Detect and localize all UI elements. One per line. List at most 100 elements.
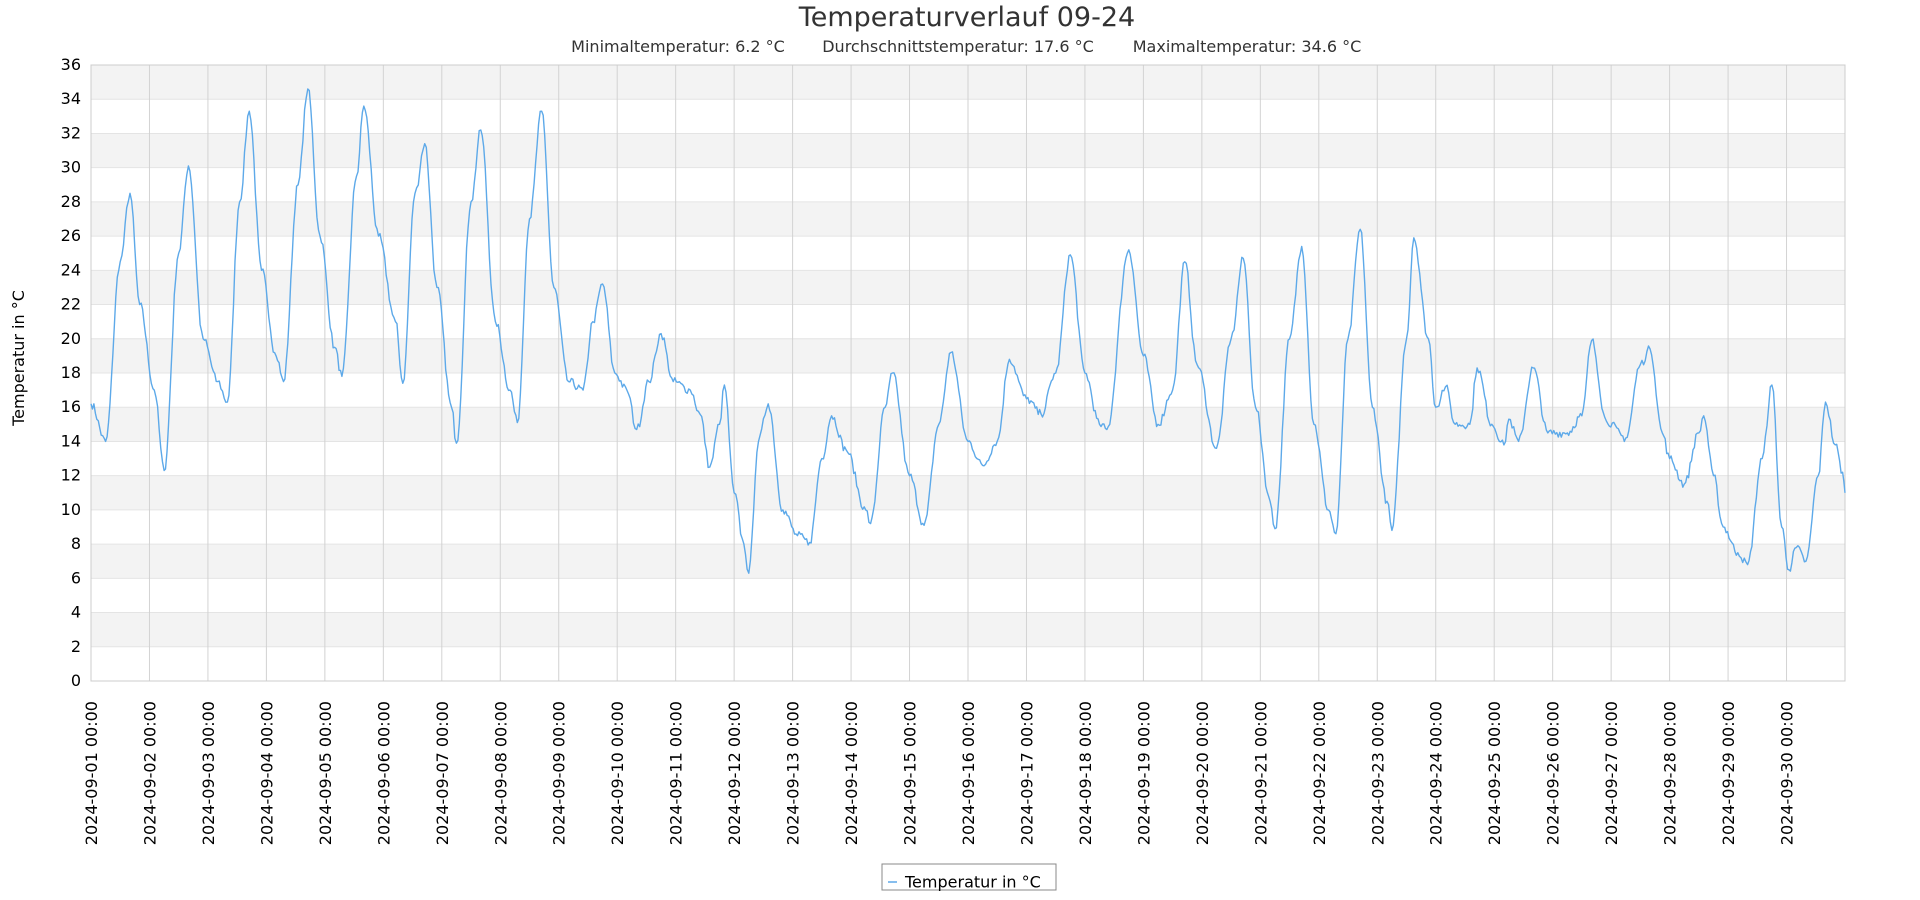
data-point [1703, 415, 1704, 416]
data-point [154, 390, 155, 391]
data-point [1508, 419, 1509, 420]
data-point [821, 458, 822, 459]
data-point [414, 193, 415, 194]
min-temp-label: Minimaltemperatur: 6.2 °C [571, 37, 785, 56]
data-point [227, 401, 228, 402]
data-point [541, 111, 542, 112]
data-point [768, 403, 769, 404]
data-point [1301, 246, 1302, 247]
data-point [1360, 229, 1361, 230]
data-point [1669, 458, 1670, 459]
data-point [1606, 420, 1607, 421]
data-point [1835, 444, 1836, 445]
y-tick-label: 2 [71, 637, 81, 656]
data-point [982, 465, 983, 466]
y-tick-label: 16 [61, 397, 81, 416]
x-tick-label: 2024-09-11 00:00 [667, 701, 686, 845]
x-tick-label: 2024-09-27 00:00 [1602, 701, 1621, 845]
data-point [636, 429, 637, 430]
data-point [997, 441, 998, 442]
data-point [402, 383, 403, 384]
data-point [1581, 415, 1582, 416]
data-point [529, 218, 530, 219]
avg-temp-label: Durchschnittstemperatur: 17.6 °C [822, 37, 1094, 56]
data-point [797, 535, 798, 536]
data-point [1518, 441, 1519, 442]
x-tick-label: 2024-09-01 00:00 [82, 701, 101, 845]
data-point [568, 381, 569, 382]
x-tick-label: 2024-09-17 00:00 [1017, 701, 1036, 845]
data-point [553, 287, 554, 288]
x-tick-label: 2024-09-13 00:00 [784, 701, 803, 845]
data-point [517, 422, 518, 423]
x-tick-label: 2024-09-19 00:00 [1134, 701, 1153, 845]
data-point [1269, 501, 1270, 502]
data-point [734, 492, 735, 493]
data-point [1428, 338, 1429, 339]
data-point [660, 333, 661, 334]
data-point [129, 193, 130, 194]
data-point [1591, 340, 1592, 341]
y-tick-label: 4 [71, 603, 81, 622]
x-tick-label: 2024-09-24 00:00 [1427, 701, 1446, 845]
y-tick-label: 0 [71, 671, 81, 690]
data-point [1713, 475, 1714, 476]
data-point [307, 88, 308, 89]
data-point [938, 424, 939, 425]
y-tick-label: 36 [61, 55, 81, 74]
data-point [865, 509, 866, 510]
data-point [1143, 355, 1144, 356]
x-tick-label: 2024-09-16 00:00 [959, 701, 978, 845]
data-point [831, 415, 832, 416]
y-axis-label: Temperatur in °C [9, 290, 28, 427]
data-point [188, 165, 189, 166]
data-point [1372, 407, 1373, 408]
y-tick-label: 20 [61, 329, 81, 348]
plot-frame [90, 64, 1846, 682]
data-point [424, 143, 425, 144]
data-point [509, 390, 510, 391]
data-point [378, 236, 379, 237]
data-point [261, 270, 262, 271]
data-point [120, 261, 121, 262]
x-tick-label: 2024-09-18 00:00 [1076, 701, 1095, 845]
data-point [1491, 424, 1492, 425]
legend: Temperatur in °C [881, 863, 1057, 892]
data-point [139, 304, 140, 305]
data-point [395, 321, 396, 322]
x-tick-label: 2024-09-14 00:00 [842, 701, 861, 845]
data-point [297, 184, 298, 185]
data-point [1455, 424, 1456, 425]
data-point [1386, 501, 1387, 502]
data-point [1737, 552, 1738, 553]
data-point [582, 390, 583, 391]
data-point [1040, 413, 1041, 414]
chart-title: Temperaturverlauf 09-24 [798, 2, 1135, 33]
data-point [924, 525, 925, 526]
data-point [1157, 424, 1158, 425]
data-point [846, 449, 847, 450]
data-point [1625, 437, 1626, 438]
data-point [1335, 533, 1336, 534]
x-tick-label: 2024-09-09 00:00 [550, 701, 569, 845]
data-point [1243, 258, 1244, 259]
data-point [782, 509, 783, 510]
data-point [1026, 398, 1027, 399]
data-point [1216, 448, 1217, 449]
y-tick-label: 26 [61, 226, 81, 245]
data-point [592, 321, 593, 322]
data-point [163, 470, 164, 471]
x-tick-label: 2024-09-15 00:00 [901, 701, 920, 845]
data-point [1684, 484, 1685, 485]
data-point [1289, 338, 1290, 339]
x-tick-label: 2024-09-07 00:00 [433, 701, 452, 845]
x-tick-label: 2024-09-28 00:00 [1661, 701, 1680, 845]
data-point [1640, 364, 1641, 365]
x-tick-label: 2024-09-06 00:00 [374, 701, 393, 845]
x-tick-label: 2024-09-02 00:00 [140, 701, 159, 845]
data-point [1650, 348, 1651, 349]
legend-label: Temperatur in °C [904, 873, 1041, 892]
data-point [1070, 254, 1071, 255]
